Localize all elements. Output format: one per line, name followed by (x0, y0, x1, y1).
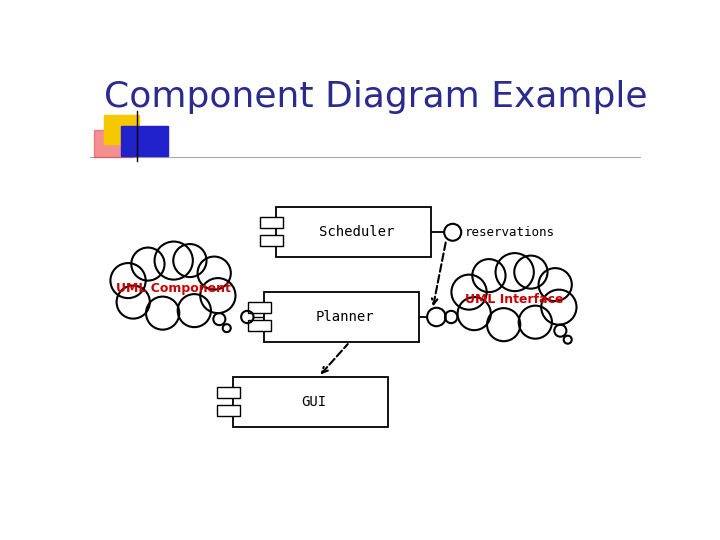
Text: GUI: GUI (302, 395, 327, 409)
Bar (233, 377, 388, 427)
Circle shape (155, 241, 193, 280)
Circle shape (146, 296, 179, 329)
Text: Scheduler: Scheduler (319, 225, 395, 239)
Bar (248, 320, 271, 331)
Circle shape (564, 336, 572, 343)
Circle shape (472, 257, 557, 342)
Text: UML Interface: UML Interface (465, 293, 564, 306)
Circle shape (495, 253, 534, 291)
Circle shape (514, 255, 547, 289)
Bar (260, 217, 283, 228)
Circle shape (458, 297, 491, 330)
Circle shape (213, 313, 225, 325)
Circle shape (174, 244, 207, 277)
Circle shape (117, 286, 150, 319)
Circle shape (131, 247, 165, 281)
Text: UML Component: UML Component (116, 281, 231, 295)
Text: update: update (462, 310, 507, 323)
Circle shape (110, 263, 145, 298)
Bar (104, 115, 139, 144)
Circle shape (554, 325, 567, 336)
Circle shape (451, 275, 487, 309)
Circle shape (539, 268, 572, 301)
Circle shape (131, 246, 217, 330)
Bar (276, 207, 431, 257)
Circle shape (487, 308, 521, 341)
Bar (260, 235, 283, 246)
Bar (217, 404, 240, 416)
Bar (264, 292, 419, 342)
Circle shape (197, 256, 231, 289)
Bar (121, 126, 168, 156)
Bar (217, 387, 240, 397)
Bar (94, 130, 132, 157)
Bar (248, 302, 271, 313)
Circle shape (178, 294, 211, 327)
Text: Planner: Planner (315, 310, 374, 324)
Circle shape (472, 259, 505, 292)
Text: reservations: reservations (465, 226, 555, 239)
Circle shape (518, 306, 552, 339)
Circle shape (200, 278, 235, 313)
Circle shape (222, 324, 230, 332)
Circle shape (541, 289, 577, 325)
Text: Component Diagram Example: Component Diagram Example (104, 80, 647, 114)
